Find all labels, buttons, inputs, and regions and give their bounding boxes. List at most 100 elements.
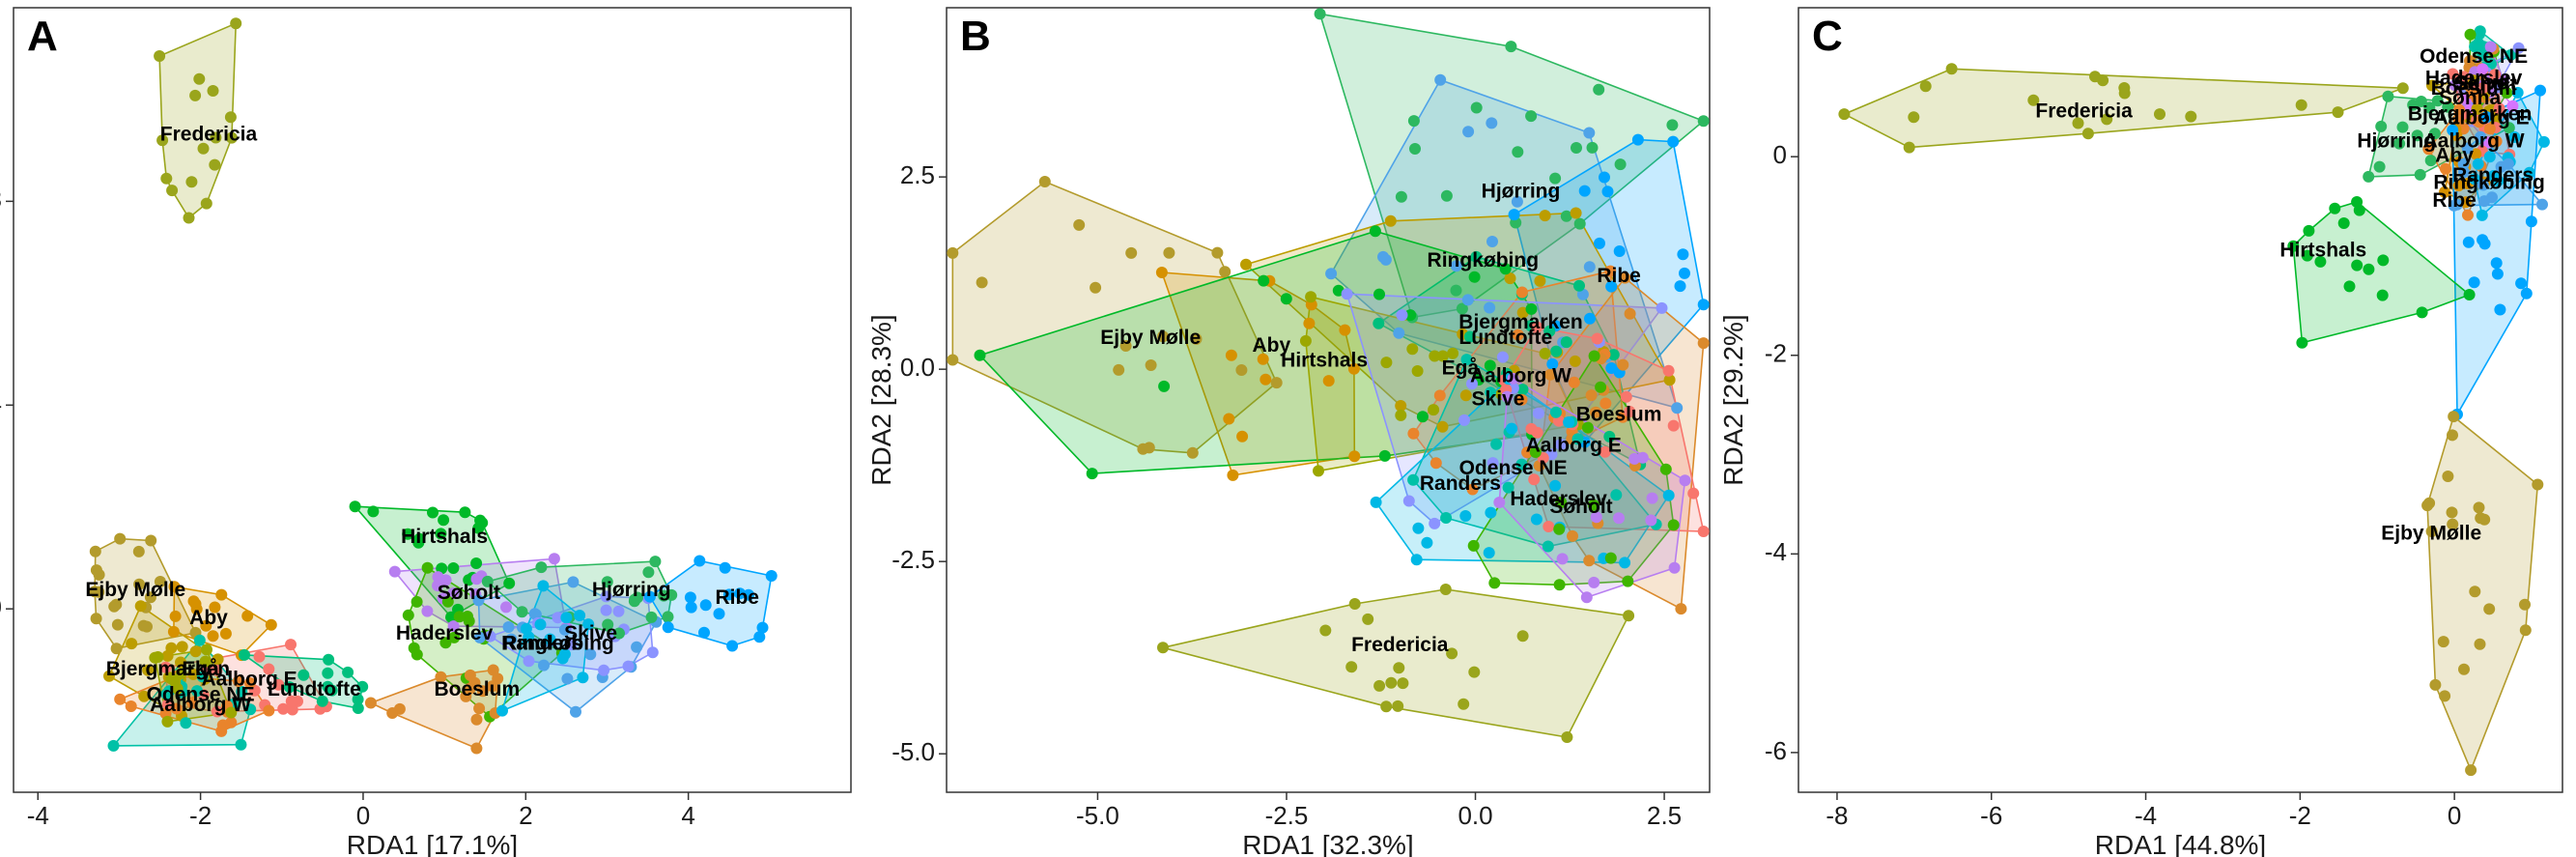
label-hirtshals: Hirtshals xyxy=(2279,239,2366,261)
label-ejby-molle: Ejby Mølle xyxy=(1100,327,1201,349)
point-hirtshals xyxy=(1404,309,1417,322)
point-ejby-molle xyxy=(1143,442,1155,454)
point-ejby-molle xyxy=(1113,363,1125,376)
point-lundtofte xyxy=(1560,336,1572,349)
point-aalborg-w xyxy=(215,725,228,737)
point-odense-ne xyxy=(2469,40,2481,52)
point-randers xyxy=(582,618,595,631)
point-skive xyxy=(1555,439,1567,450)
point-hirtshals xyxy=(402,528,414,540)
point-boeslum xyxy=(1624,307,1636,320)
point-soholt xyxy=(2484,41,2497,53)
point-odense-ne xyxy=(1407,473,1420,486)
point-haderslev xyxy=(1553,579,1566,591)
point-ejby-molle xyxy=(132,545,145,557)
point-aby xyxy=(209,601,221,614)
point-odense-ne xyxy=(2485,58,2497,71)
point-odense-ne xyxy=(1542,540,1554,553)
point-boeslum xyxy=(1585,389,1598,402)
point-randers xyxy=(1549,479,1562,492)
x-axis-title: RDA1 [32.3%] xyxy=(1242,830,1413,857)
label-bjergmarken: Bjergmarken xyxy=(1458,311,1582,333)
point-aalborg-w xyxy=(1604,265,1617,277)
point-aalborg-w xyxy=(225,716,238,728)
point-ribe xyxy=(2468,276,2480,289)
point-haderslev xyxy=(1595,381,1607,393)
point-aalborg-w xyxy=(1512,329,1524,341)
point-aalborg-e xyxy=(2493,102,2505,115)
point-aby xyxy=(1257,353,1269,365)
point-haderslev xyxy=(1667,519,1680,531)
point-bjergmarken xyxy=(1459,389,1472,402)
point-ribe xyxy=(2447,124,2459,136)
label-aalborg-w: Aalborg W xyxy=(2423,129,2525,152)
point-ribe xyxy=(1667,135,1680,148)
point-randers xyxy=(1483,547,1495,559)
point-skive xyxy=(1496,351,1509,363)
point-ribe xyxy=(1697,299,1710,311)
point-haderslev xyxy=(1588,350,1600,362)
point-ribe xyxy=(756,621,769,634)
point-ega xyxy=(1380,357,1393,369)
x-tick-label: 0 xyxy=(356,801,370,830)
point-hjorring xyxy=(632,591,643,604)
point-ribe xyxy=(2494,303,2506,316)
point-ejby-molle xyxy=(976,276,988,289)
point-hjorring xyxy=(1470,101,1483,114)
point-boeslum xyxy=(1583,555,1596,567)
point-ejby-molle xyxy=(1190,332,1203,345)
point-aalborg-w xyxy=(243,677,256,689)
point-odense-ne xyxy=(1571,433,1584,445)
x-tick-label: -8 xyxy=(1826,801,1848,830)
point-fredericia xyxy=(197,142,210,155)
point-ribe xyxy=(1601,186,1614,198)
point-soholt xyxy=(1628,452,1641,465)
point-ribe xyxy=(1677,248,1689,261)
point-ejby-molle xyxy=(2447,429,2458,442)
x-tick-label: -5.0 xyxy=(1076,801,1119,830)
point-ringkobing xyxy=(1583,127,1596,139)
point-hirtshals xyxy=(2416,306,2428,319)
point-bjergmarken xyxy=(2468,74,2479,87)
point-boeslum xyxy=(435,671,447,683)
point-ega xyxy=(149,651,161,664)
point-soholt xyxy=(1501,390,1514,403)
point-ribe xyxy=(713,608,725,620)
hull-ribe xyxy=(2451,89,2541,417)
point-boeslum xyxy=(1590,406,1601,418)
point-ejby-molle xyxy=(2425,526,2438,537)
point-hirtshals xyxy=(1416,411,1429,423)
point-skive xyxy=(565,639,578,651)
point-odense-ne xyxy=(1502,481,1514,494)
point-haderslev xyxy=(1555,497,1568,508)
label-haderslev: Haderslev xyxy=(1510,488,1607,510)
point-hirtshals xyxy=(1525,302,1538,315)
point-ringkobing xyxy=(2461,142,2474,155)
point-randers xyxy=(1412,522,1425,534)
point-fredericia xyxy=(224,111,237,124)
point-aby xyxy=(1236,430,1249,443)
point-ribe xyxy=(2491,268,2504,280)
label-skive: Skive xyxy=(1472,388,1525,411)
point-hirtshals xyxy=(2337,217,2350,229)
point-skive xyxy=(1396,309,1408,322)
point-soholt xyxy=(1646,492,1658,504)
point-hirtshals xyxy=(2287,240,2300,252)
point-aalborg-e xyxy=(2457,71,2470,83)
point-hjorring xyxy=(2396,121,2409,133)
point-hirtshals xyxy=(445,611,457,623)
point-boeslum xyxy=(1675,603,1687,615)
point-fredericia xyxy=(207,85,219,97)
point-ribe xyxy=(1674,280,1686,293)
point-boeslum xyxy=(1697,337,1710,350)
y-tick-label: 0.0 xyxy=(900,353,935,382)
point-hjorring xyxy=(658,589,670,602)
label-ribe: Ribe xyxy=(2432,189,2477,212)
point-soholt xyxy=(447,620,460,633)
point-ejby-molle xyxy=(89,586,101,598)
point-aby xyxy=(1260,373,1272,386)
point-ribe xyxy=(684,591,696,604)
point-hjorring xyxy=(2407,99,2420,111)
label-aby: Aby xyxy=(1252,334,1290,357)
